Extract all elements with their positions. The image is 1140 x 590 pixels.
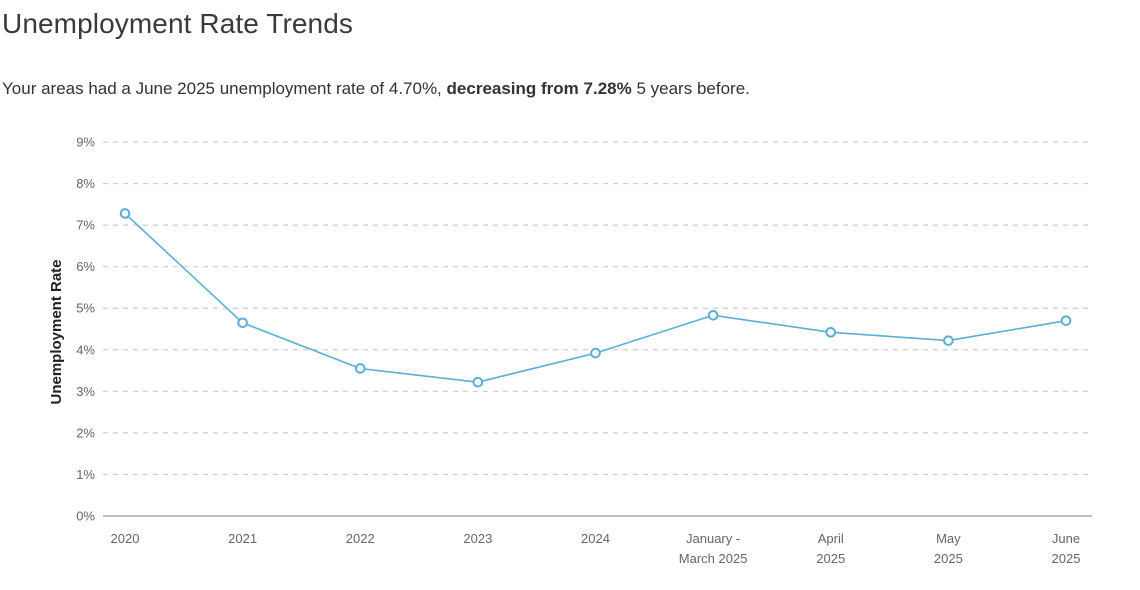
x-tick-label: May 2025 [934, 531, 963, 566]
y-axis-title: Unemployment Rate [48, 259, 65, 404]
x-tick-labels: 2020 2021 2022 2023 2024 January -March 2025 A… [111, 531, 1081, 566]
y-tick-label: 3% [76, 384, 95, 399]
x-tick-label: 2021 [228, 531, 257, 546]
data-point[interactable] [943, 335, 954, 346]
subtitle-highlight: decreasing from 7.28% [446, 79, 632, 98]
data-point[interactable] [707, 309, 719, 321]
subtitle-text: Your areas had a June 2025 unemployment … [2, 79, 442, 98]
chart-title: Unemployment Rate Trends [2, 8, 354, 39]
y-tick-label: 6% [76, 259, 95, 274]
data-point[interactable] [354, 363, 366, 374]
y-tick-label: 4% [76, 342, 95, 357]
chart-subtitle: Your areas had a June 2025 unemployment … [2, 79, 750, 99]
data-point[interactable] [825, 327, 837, 338]
subtitle-tail: 5 years before. [636, 79, 750, 98]
data-series [119, 208, 1072, 388]
y-tick-labels: 0% 1% 2% 3% 4% 5% 6% 7% 8% 9% [76, 135, 95, 524]
y-tick-label: 7% [76, 218, 95, 233]
x-tick-label: April 2025 [816, 531, 845, 566]
y-tick-label: 1% [76, 467, 95, 482]
x-tick-label: June 2025 [1052, 531, 1081, 566]
x-tick-label: 2024 [581, 531, 610, 546]
data-point[interactable] [472, 376, 484, 388]
x-tick-label: 2023 [463, 531, 492, 546]
x-tick-label: 2022 [346, 531, 375, 546]
y-tick-label: 0% [76, 509, 95, 524]
data-point[interactable] [119, 208, 131, 219]
gridlines [103, 141, 1092, 476]
y-tick-label: 5% [76, 301, 95, 316]
data-point[interactable] [1060, 315, 1072, 326]
y-tick-label: 8% [76, 176, 95, 191]
y-tick-label: 9% [76, 135, 95, 150]
x-tick-label: 2020 [111, 531, 140, 546]
data-point[interactable] [590, 347, 601, 359]
data-point[interactable] [237, 317, 248, 329]
x-tick-label: January -March 2025 [679, 531, 748, 566]
y-tick-label: 2% [76, 425, 95, 440]
